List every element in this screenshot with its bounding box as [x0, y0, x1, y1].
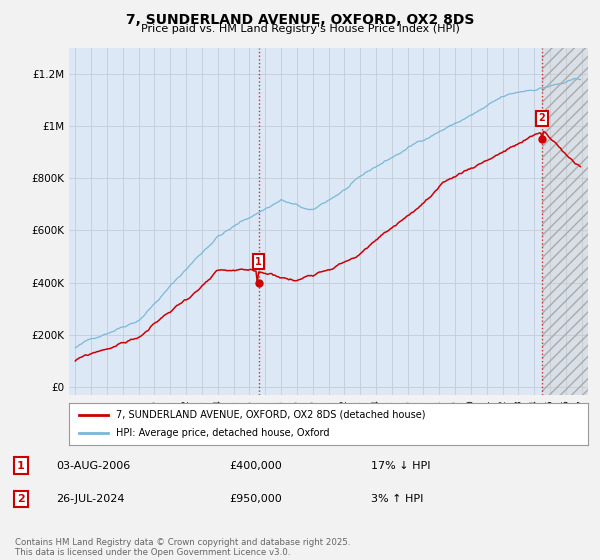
Text: Contains HM Land Registry data © Crown copyright and database right 2025.
This d: Contains HM Land Registry data © Crown c… [15, 538, 350, 557]
Text: 2: 2 [539, 113, 545, 123]
Bar [542, 48, 590, 395]
Text: 03-AUG-2006: 03-AUG-2006 [56, 460, 130, 470]
Text: 26-JUL-2024: 26-JUL-2024 [56, 494, 124, 504]
Text: HPI: Average price, detached house, Oxford: HPI: Average price, detached house, Oxfo… [116, 428, 329, 438]
Text: 1: 1 [17, 460, 25, 470]
Text: 3% ↑ HPI: 3% ↑ HPI [371, 494, 423, 504]
Text: 7, SUNDERLAND AVENUE, OXFORD, OX2 8DS: 7, SUNDERLAND AVENUE, OXFORD, OX2 8DS [126, 13, 474, 27]
Text: 2: 2 [17, 494, 25, 504]
Bar [542, 48, 590, 400]
Text: 7, SUNDERLAND AVENUE, OXFORD, OX2 8DS (detached house): 7, SUNDERLAND AVENUE, OXFORD, OX2 8DS (d… [116, 410, 425, 420]
Text: 1: 1 [255, 256, 262, 267]
Text: Price paid vs. HM Land Registry's House Price Index (HPI): Price paid vs. HM Land Registry's House … [140, 24, 460, 34]
Text: 17% ↓ HPI: 17% ↓ HPI [371, 460, 430, 470]
Text: £950,000: £950,000 [229, 494, 282, 504]
Text: £400,000: £400,000 [229, 460, 282, 470]
